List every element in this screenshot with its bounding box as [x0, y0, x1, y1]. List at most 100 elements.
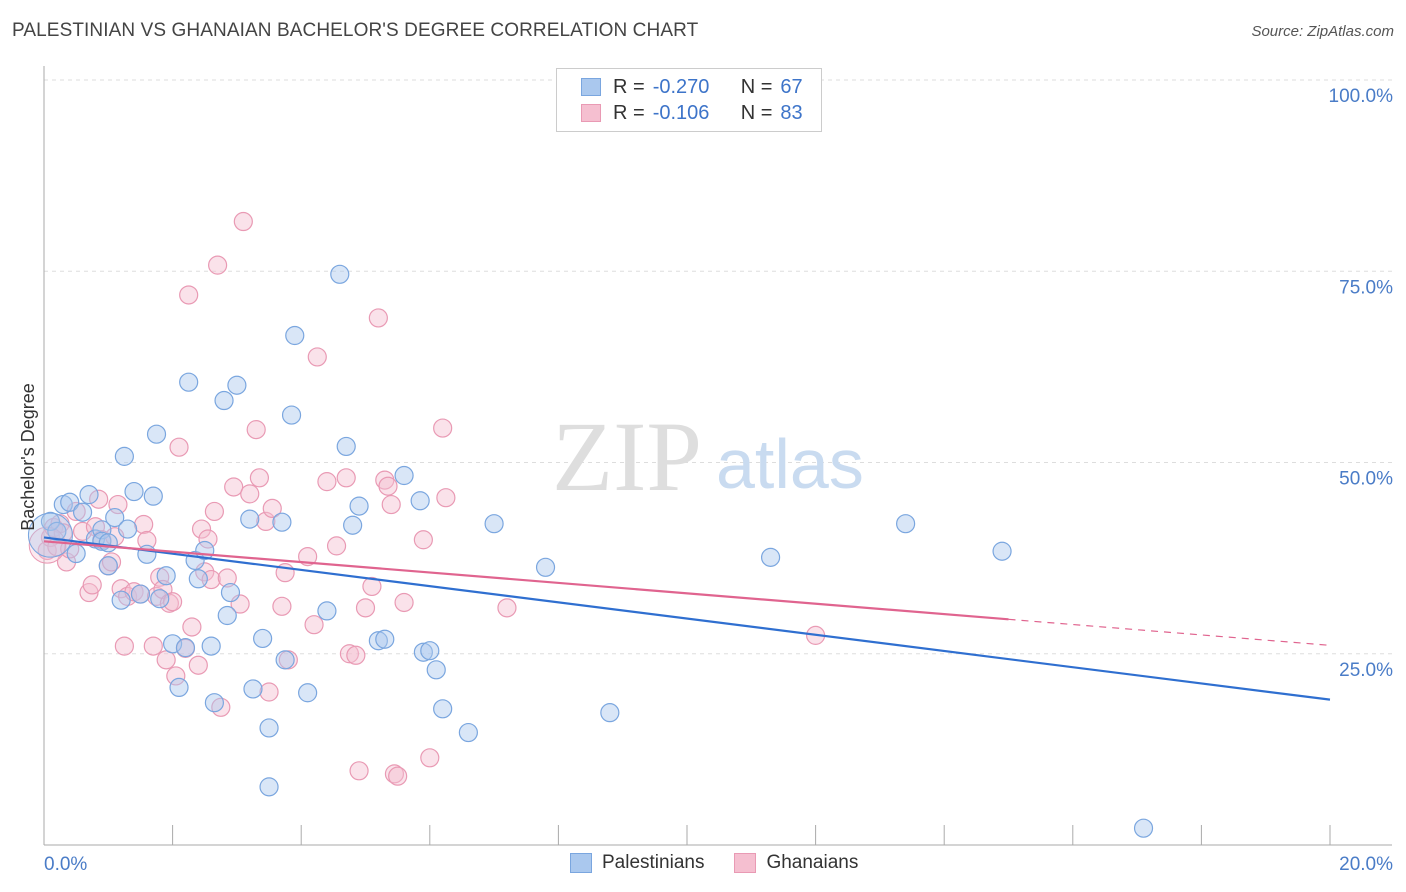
ghanaians-point: [159, 593, 179, 613]
ghanaians-swatch: [581, 104, 601, 122]
ghanaians-point: [179, 285, 199, 305]
palestinians-point: [420, 641, 440, 661]
palestinians-point: [458, 722, 478, 743]
ghanaians-point: [384, 764, 405, 784]
palestinians-point: [484, 514, 504, 534]
y-tick-label: 50.0%: [1339, 469, 1393, 490]
watermark: ZIP atlas: [552, 401, 864, 512]
ghanaians-point: [150, 567, 170, 587]
palestinians-point: [98, 533, 118, 553]
palestinians-point: [394, 465, 414, 486]
palestinians-point: [111, 590, 131, 610]
r-value: -0.106: [652, 101, 710, 124]
ghanaians-point: [166, 666, 186, 686]
n-value: 83: [780, 101, 803, 124]
ghanaians-trend-extension: [1008, 618, 1331, 646]
palestinians-point: [98, 556, 118, 576]
ghanaians-point: [182, 617, 202, 637]
palestinians-point: [1133, 818, 1154, 838]
palestinians-point: [410, 491, 430, 511]
palestinians-point: [600, 703, 620, 723]
ghanaians-point: [82, 575, 102, 595]
palestinians-point: [47, 521, 67, 541]
palestinians-point: [217, 605, 237, 626]
palestinians-point: [156, 566, 176, 586]
palestinians-point: [105, 507, 125, 528]
palestinians-point: [330, 264, 350, 284]
palestinians-point: [259, 718, 279, 738]
ghanaians-point: [208, 255, 228, 275]
palestinians-point: [130, 584, 151, 604]
ghanaians-point: [394, 592, 414, 613]
palestinians-point: [214, 390, 234, 411]
palestinians-point: [163, 634, 183, 654]
palestinians-point: [433, 699, 453, 719]
r-label: R =: [613, 101, 645, 124]
palestinians-point: [349, 496, 369, 516]
ghanaians-point: [198, 529, 218, 549]
palestinians-point: [137, 544, 157, 564]
palestinians-point: [72, 502, 93, 522]
palestinians-point: [275, 650, 295, 670]
ghanaians-point: [436, 488, 456, 508]
ghanaians-point: [307, 347, 327, 367]
palestinians-point: [79, 485, 99, 505]
legend-label-palestinians: Palestinians: [602, 852, 705, 873]
y-tick-label: 75.0%: [1339, 277, 1393, 298]
palestinians-point: [413, 642, 433, 662]
palestinians-point: [143, 486, 163, 506]
ghanaians-point: [204, 501, 224, 522]
palestinians-legend-swatch: [570, 853, 592, 873]
palestinians-point: [896, 514, 916, 534]
legend-item-ghanaians[interactable]: Ghanaians: [734, 852, 858, 874]
palestinians-point: [281, 405, 302, 425]
palestinians-point: [240, 509, 260, 529]
palestinians-point: [375, 629, 395, 649]
y-tick-label: 25.0%: [1339, 660, 1393, 681]
ghanaians-point: [362, 576, 382, 597]
ghanaians-point: [262, 498, 282, 518]
ghanaians-point: [169, 437, 189, 457]
palestinians-point: [40, 511, 61, 532]
series-legend: Palestinians Ghanaians: [570, 852, 888, 874]
ghanaians-point: [143, 636, 163, 656]
palestinians-point: [285, 325, 305, 346]
ghanaians-point: [249, 468, 270, 488]
x-tick-label-max: 20.0%: [1339, 854, 1393, 875]
palestinians-point: [253, 628, 273, 649]
ghanaians-point: [114, 636, 134, 656]
ghanaians-point: [381, 494, 401, 515]
gridlines: [44, 79, 1392, 655]
ghanaians-point: [413, 530, 433, 550]
ghanaians-point: [326, 536, 347, 556]
palestinians-point: [60, 492, 80, 512]
palestinians-point: [760, 547, 781, 567]
ghanaians-point: [317, 472, 337, 492]
palestinians-point: [146, 424, 167, 444]
n-label: N =: [740, 75, 773, 98]
ghanaians-point: [272, 596, 292, 616]
palestinians-swatch: [581, 78, 601, 96]
y-tick-label: 100.0%: [1329, 86, 1394, 107]
legend-item-palestinians[interactable]: Palestinians: [570, 852, 704, 874]
palestinians-point: [150, 589, 170, 609]
ghanaians-point: [89, 489, 109, 509]
palestinians-point: [188, 569, 208, 589]
ghanaians-trend-line: [43, 540, 1009, 621]
stats-legend: R = -0.270 N = 67 R = -0.106 N = 83: [556, 68, 822, 132]
tick-labels: 100.0% 75.0% 50.0% 25.0% 0.0% 20.0%: [44, 86, 1393, 875]
palestinians-point: [227, 375, 247, 395]
y-axis-label: Bachelor's Degree: [18, 383, 38, 531]
palestinians-trend-line: [43, 536, 1331, 701]
palestinians-point: [535, 557, 556, 577]
ghanaians-point: [339, 644, 360, 664]
palestinians-point: [272, 512, 292, 532]
palestinians-point: [298, 683, 318, 703]
ghanaians-point: [156, 650, 176, 670]
palestinians-point: [220, 582, 241, 603]
ghanaians-point: [134, 514, 154, 535]
ghanaians-point: [224, 477, 244, 497]
palestinians-point: [66, 543, 86, 564]
ghanaians-point: [368, 308, 388, 328]
